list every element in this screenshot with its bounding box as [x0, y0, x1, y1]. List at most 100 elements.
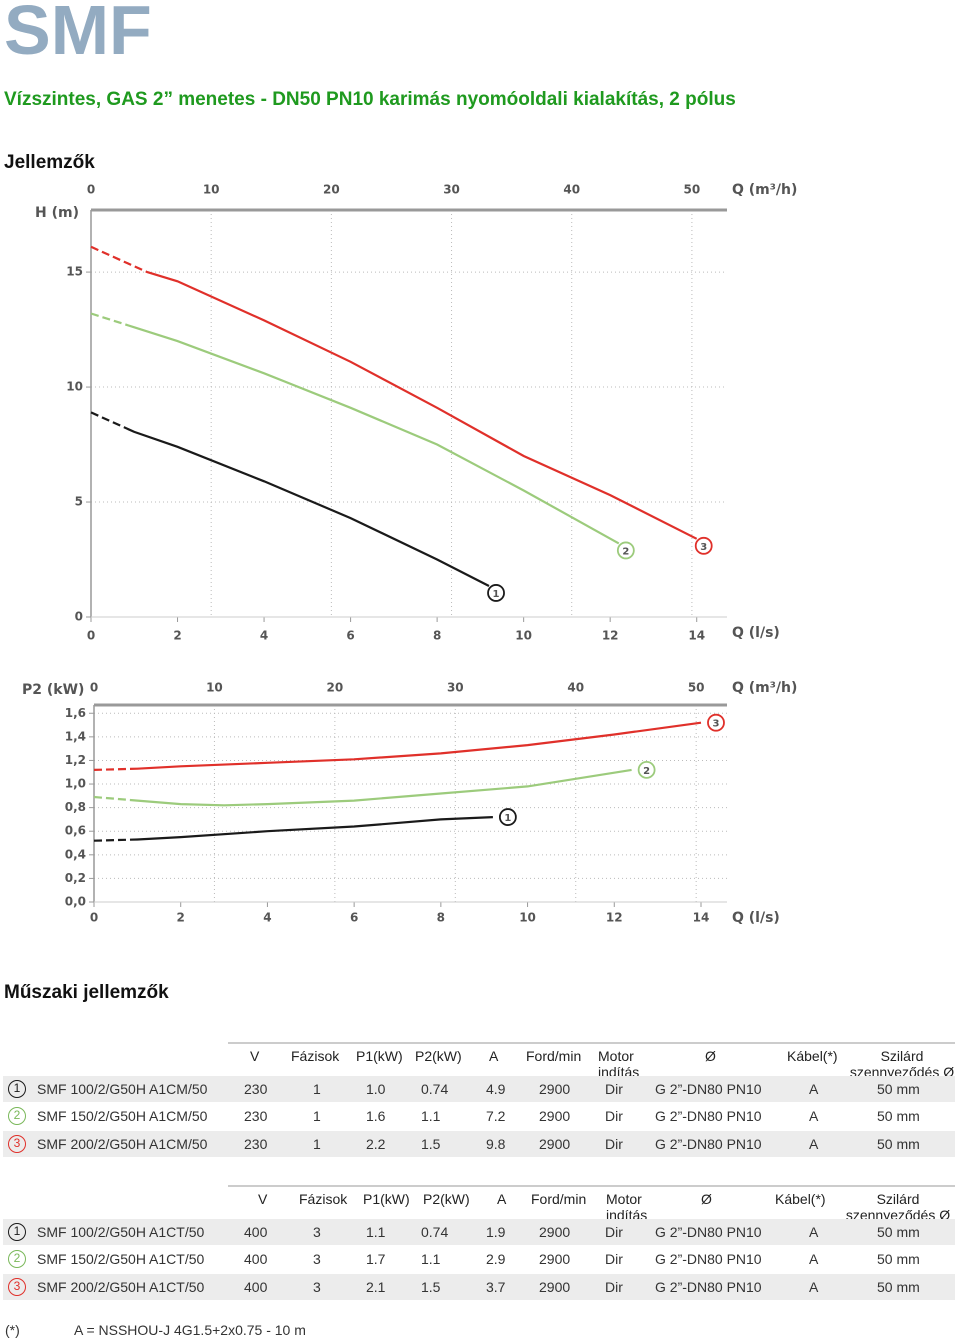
model-name: SMF 100/2/G50H A1CT/50: [37, 1224, 205, 1240]
y-tick-label: 0,2: [65, 871, 86, 885]
model-name: SMF 100/2/G50H A1CM/50: [37, 1081, 208, 1097]
x2-tick-label: 0: [90, 681, 98, 695]
table-cell: 3.7: [486, 1278, 506, 1295]
table-cell: 3: [313, 1251, 321, 1268]
series-marker: [487, 584, 505, 602]
row-number: 3: [8, 1134, 26, 1153]
column-header: P1(kW): [363, 1191, 410, 1207]
table-cell: G 2”-DN80 PN10: [655, 1278, 762, 1295]
table-cell: Dir: [605, 1251, 623, 1268]
x-tick-label: 2: [173, 629, 181, 643]
table-cell: G 2”-DN80 PN10: [655, 1135, 762, 1152]
series-label: 1: [493, 589, 500, 600]
table-cell: 9.8: [486, 1135, 506, 1152]
series-line: [90, 312, 620, 545]
series-line: [90, 245, 698, 540]
table-cell: Dir: [605, 1081, 623, 1097]
table-row: [3, 1076, 955, 1102]
table-cell: 2900: [539, 1135, 571, 1152]
series-line: [93, 816, 493, 842]
series-marker: [694, 536, 713, 555]
table-cell: 0.74: [421, 1224, 449, 1240]
table-row: [3, 1103, 955, 1130]
x2-tick-label: 40: [563, 183, 580, 197]
column-header: V: [250, 1048, 260, 1064]
x-tick-label: 10: [519, 911, 536, 925]
table-cell: 400: [244, 1251, 268, 1268]
table-row: [3, 1219, 955, 1245]
series-marker: [616, 541, 635, 560]
footnote-mark: (*): [5, 1322, 20, 1338]
series-marker: [707, 713, 725, 732]
column-header: Ford/min: [526, 1048, 582, 1064]
x2-tick-label: 0: [87, 183, 95, 197]
table-cell: 2900: [539, 1081, 571, 1097]
table-cell: 1.5: [421, 1135, 441, 1152]
y-axis-label: H (m): [35, 205, 79, 221]
table-cell: G 2”-DN80 PN10: [655, 1251, 762, 1268]
table-cell: 3: [313, 1224, 321, 1240]
series-line: [90, 411, 490, 587]
x-tick-label: 10: [515, 629, 532, 643]
row-number: 2: [8, 1250, 26, 1269]
table-cell: 400: [244, 1224, 268, 1240]
table-cell: 0.74: [421, 1081, 449, 1097]
series-marker: [498, 808, 517, 826]
y-tick-label: 15: [66, 265, 83, 279]
table-cell: 50 mm: [877, 1081, 920, 1097]
table-row: [3, 1130, 955, 1157]
table-cell: 2900: [539, 1224, 571, 1240]
table-cell: A: [809, 1081, 819, 1097]
table-cell: 1.5: [421, 1278, 441, 1295]
table-cell: Dir: [605, 1224, 623, 1240]
y-tick-label: 0,6: [65, 824, 86, 838]
series-label: 3: [700, 542, 707, 553]
table-cell: 230: [244, 1135, 268, 1152]
x2-axis-label: Q (m³/h): [732, 680, 797, 696]
column-header: V: [258, 1191, 268, 1207]
table-cell: 1: [313, 1108, 321, 1125]
row-number: 1: [8, 1080, 26, 1098]
series-label: 2: [622, 546, 629, 557]
table-cell: A: [809, 1224, 819, 1240]
column-header: P2(kW): [423, 1191, 470, 1207]
table-cell: Dir: [605, 1278, 623, 1295]
table-cell: 1: [313, 1135, 321, 1152]
model-name: SMF 150/2/G50H A1CT/50: [37, 1251, 205, 1268]
table-cell: 2.9: [486, 1251, 506, 1268]
column-header: Ø: [701, 1191, 712, 1207]
column-header: A: [497, 1191, 507, 1207]
table-cell: 1.7: [366, 1251, 386, 1268]
y-tick-label: 10: [66, 380, 83, 394]
column-header: P1(kW): [356, 1048, 403, 1064]
x2-tick-label: 20: [327, 681, 344, 695]
table-row: [3, 1246, 955, 1273]
series-label: 2: [643, 766, 650, 777]
table-cell: 50 mm: [877, 1251, 920, 1268]
table-row: [3, 1273, 955, 1300]
subtitle: Vízszintes, GAS 2” menetes - DN50 PN10 k…: [4, 89, 736, 110]
x-tick-label: 14: [693, 911, 710, 925]
x2-tick-label: 10: [203, 183, 220, 197]
table-cell: A: [809, 1251, 819, 1268]
table-cell: 2900: [539, 1108, 571, 1125]
x2-tick-label: 10: [206, 681, 223, 695]
model-name: SMF 200/2/G50H A1CM/50: [37, 1135, 208, 1152]
y-tick-label: 1,6: [65, 706, 86, 720]
table-cell: G 2”-DN80 PN10: [655, 1108, 762, 1125]
y-tick-label: 5: [75, 495, 83, 509]
column-header: Ford/min: [531, 1191, 587, 1207]
table-rule: [228, 1185, 955, 1187]
row-number: 1: [8, 1223, 26, 1241]
x2-tick-label: 30: [447, 681, 464, 695]
x-tick-label: 8: [433, 629, 441, 643]
table-cell: 1: [313, 1081, 321, 1097]
x2-axis-label: Q (m³/h): [732, 182, 797, 198]
table-rule: [228, 1042, 955, 1044]
series-label: 1: [504, 813, 511, 824]
table-cell: 2900: [539, 1278, 571, 1295]
table-cell: Dir: [605, 1135, 623, 1152]
x2-tick-label: 30: [443, 183, 460, 197]
